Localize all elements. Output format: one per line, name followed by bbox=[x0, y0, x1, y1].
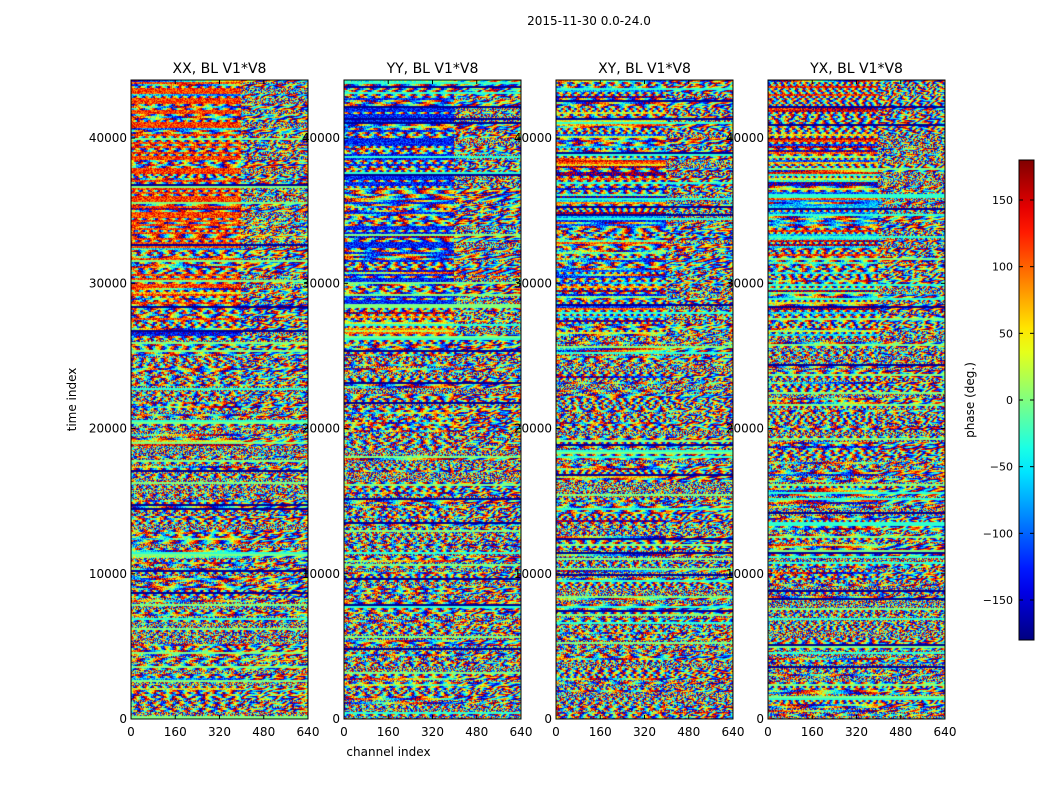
colorbar-tick-label: −50 bbox=[990, 461, 1013, 474]
y-tick-label: 30000 bbox=[514, 276, 552, 290]
y-tick-label: 10000 bbox=[514, 567, 552, 581]
y-tick-label: 30000 bbox=[89, 276, 127, 290]
panel-title: XY, BL V1*V8 bbox=[598, 61, 691, 77]
y-tick-label: 10000 bbox=[302, 567, 340, 581]
x-tick-label: 640 bbox=[510, 725, 533, 739]
y-tick-label: 0 bbox=[544, 712, 552, 726]
colorbar-tick-label: 150 bbox=[992, 194, 1013, 207]
x-tick-label: 480 bbox=[465, 725, 488, 739]
y-tick-label: 20000 bbox=[514, 422, 552, 436]
heatmap-panel-2: YY, BL V1*V8 0 160 320 480 640 0 10000 20000 3000… bbox=[302, 61, 533, 759]
y-tick-label: 30000 bbox=[726, 276, 764, 290]
x-tick-label: 160 bbox=[377, 725, 400, 739]
y-tick-label: 10000 bbox=[726, 567, 764, 581]
heatmap-image-4 bbox=[768, 80, 945, 719]
y-tick-label: 20000 bbox=[89, 422, 127, 436]
x-tick-label: 640 bbox=[934, 725, 957, 739]
heatmap-panel-3: XY, BL V1*V8 0 160 320 480 640 0 10000 20000 3000… bbox=[514, 61, 745, 739]
heatmap-image-3 bbox=[556, 80, 733, 719]
x-tick-label: 640 bbox=[722, 725, 745, 739]
x-tick-label: 0 bbox=[764, 725, 772, 739]
y-tick-label: 0 bbox=[119, 712, 127, 726]
x-tick-label: 0 bbox=[340, 725, 348, 739]
colorbar-tick-label: 0 bbox=[1006, 394, 1013, 407]
x-tick-label: 0 bbox=[552, 725, 560, 739]
y-tick-label: 40000 bbox=[89, 131, 127, 145]
panel-title: YY, BL V1*V8 bbox=[386, 61, 479, 77]
heatmap-panel-4: YX, BL V1*V8 0 160 320 480 640 0 10000 20000 3000… bbox=[726, 61, 957, 739]
x-tick-label: 480 bbox=[252, 725, 275, 739]
x-tick-label: 320 bbox=[845, 725, 868, 739]
colorbar-tick-label: 50 bbox=[999, 327, 1013, 340]
y-tick-label: 40000 bbox=[514, 131, 552, 145]
x-tick-label: 480 bbox=[889, 725, 912, 739]
y-tick-label: 30000 bbox=[302, 276, 340, 290]
x-tick-label: 480 bbox=[677, 725, 700, 739]
colorbar-tick-label: −100 bbox=[983, 527, 1013, 540]
y-tick-label: 0 bbox=[756, 712, 764, 726]
heatmap-image-1 bbox=[131, 80, 308, 719]
panel-title: XX, BL V1*V8 bbox=[173, 61, 267, 77]
y-tick-label: 40000 bbox=[302, 131, 340, 145]
y-axis-label: time index bbox=[65, 368, 79, 432]
y-tick-label: 0 bbox=[332, 712, 340, 726]
panel-title: YX, BL V1*V8 bbox=[809, 61, 903, 77]
y-tick-label: 10000 bbox=[89, 567, 127, 581]
y-tick-label: 40000 bbox=[726, 131, 764, 145]
x-tick-label: 0 bbox=[127, 725, 135, 739]
y-tick-label: 20000 bbox=[302, 422, 340, 436]
colorbar-tick-label: 100 bbox=[992, 261, 1013, 274]
x-tick-label: 320 bbox=[208, 725, 231, 739]
figure-title: 2015-11-30 0.0-24.0 bbox=[527, 14, 651, 28]
colorbar: 150 100 50 0 −50 −100 −150 phase (deg.) bbox=[963, 159, 1035, 641]
x-tick-label: 320 bbox=[421, 725, 444, 739]
x-tick-label: 160 bbox=[164, 725, 187, 739]
y-tick-label: 20000 bbox=[726, 422, 764, 436]
x-tick-label: 160 bbox=[589, 725, 612, 739]
colorbar-label: phase (deg.) bbox=[963, 362, 977, 438]
x-axis-label: channel index bbox=[346, 745, 430, 759]
heatmap-image-2 bbox=[344, 80, 521, 719]
x-tick-label: 320 bbox=[633, 725, 656, 739]
colorbar-tick-label: −150 bbox=[983, 594, 1013, 607]
heatmap-panel-1: XX, BL V1*V8 0 160 320 480 640 0 10000 20000 3000… bbox=[65, 61, 319, 739]
x-tick-label: 160 bbox=[801, 725, 824, 739]
x-tick-label: 640 bbox=[297, 725, 320, 739]
